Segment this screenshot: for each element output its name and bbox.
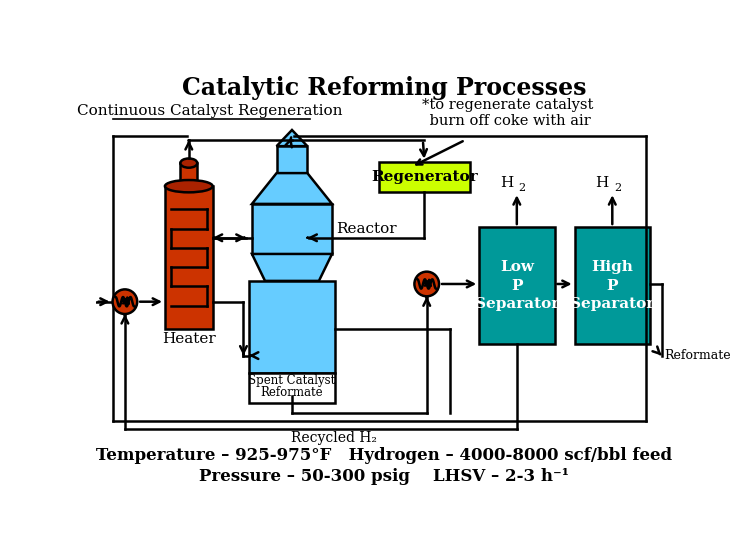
Text: Reformate: Reformate [261,386,323,399]
Circle shape [415,272,439,296]
Text: Reactor: Reactor [337,222,398,236]
Text: Regenerator: Regenerator [371,170,478,184]
Text: Reformate: Reformate [664,349,730,362]
Text: Heater: Heater [162,333,216,346]
Bar [249,373,335,403]
Text: Recycled H₂: Recycled H₂ [291,431,377,445]
Bar [252,204,332,254]
Bar [249,281,335,373]
Text: Temperature – 925-975°F   Hydrogen – 4000-8000 scf/bbl feed: Temperature – 925-975°F Hydrogen – 4000-… [96,447,673,464]
Text: 2: 2 [614,183,621,193]
Polygon shape [252,173,332,204]
Polygon shape [277,130,308,146]
Text: Spent Catalyst: Spent Catalyst [248,374,335,387]
Text: H: H [596,176,608,190]
Ellipse shape [165,180,213,192]
Text: Catalytic Reforming Processes: Catalytic Reforming Processes [182,76,586,100]
Bar [280,373,304,397]
Ellipse shape [180,159,197,168]
Bar [379,162,470,192]
Text: *to regenerate catalyst
 burn off coke with air: *to regenerate catalyst burn off coke wi… [422,98,593,128]
Text: Continuous Catalyst Regeneration: Continuous Catalyst Regeneration [76,105,342,119]
Bar [165,186,213,329]
Circle shape [112,290,137,314]
Bar [479,227,554,344]
Bar [574,227,650,344]
Text: 2: 2 [518,183,526,193]
Bar [180,163,197,186]
Bar [277,146,308,173]
Text: Pressure – 50-300 psig    LHSV – 2-3 h⁻¹: Pressure – 50-300 psig LHSV – 2-3 h⁻¹ [200,468,569,485]
Text: Low
P
Separator: Low P Separator [475,260,559,311]
Text: High
P
Separator: High P Separator [570,260,655,311]
Polygon shape [252,254,332,281]
Text: H: H [500,176,513,190]
